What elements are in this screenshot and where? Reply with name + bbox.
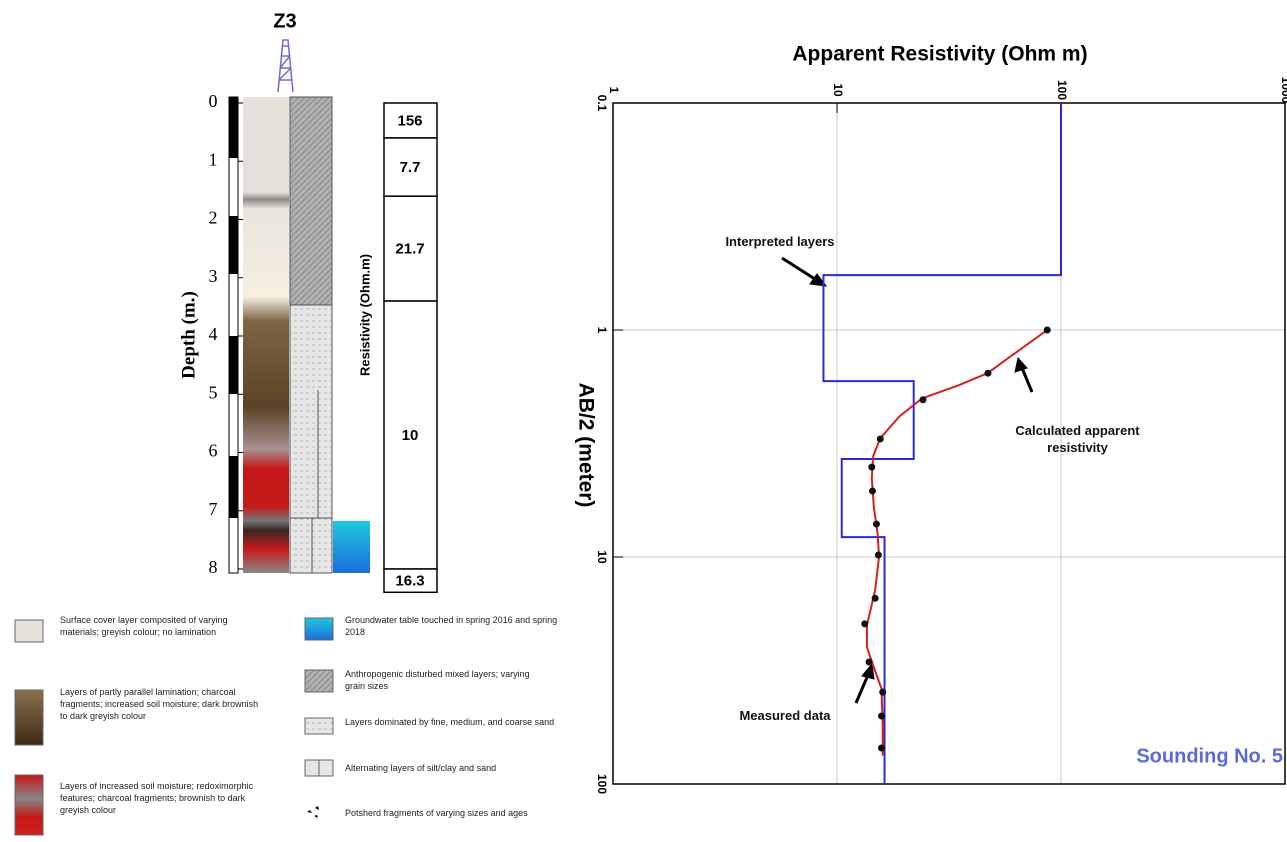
derrick-icon	[278, 40, 293, 92]
sounding-label: Sounding No. 5	[1136, 745, 1283, 767]
x-tick-label: 1	[607, 87, 621, 94]
depth-tick-label: 3	[209, 266, 218, 286]
depth-tick-label: 0	[209, 91, 218, 111]
borehole-title: Z3	[273, 10, 296, 32]
data-point	[861, 620, 868, 627]
annotation: Measured data	[705, 707, 865, 724]
data-point	[875, 552, 882, 559]
legend-text: Anthropogenic disturbed mixed layers; va…	[345, 668, 545, 692]
depth-tick-label: 7	[209, 499, 218, 519]
depth-tick-label: 6	[209, 441, 218, 461]
x-tick-label: 1000	[1279, 77, 1287, 104]
legend-text: Potsherd fragments of varying sizes and …	[345, 807, 545, 819]
depth-tick-label: 1	[209, 149, 218, 169]
y-tick-label: 0.1	[595, 95, 609, 112]
annotation: Calculated apparent resistivity	[985, 422, 1170, 456]
resistivity-label: Resistivity (Ohm.m)	[357, 254, 372, 376]
depth-tick-label: 5	[209, 382, 218, 402]
resistivity-value: 16.3	[395, 573, 424, 590]
y-tick-label: 10	[595, 550, 609, 564]
lithology-column	[243, 97, 289, 573]
depth-tick-label: 8	[209, 557, 218, 577]
arrows	[782, 258, 1032, 703]
data-point	[878, 744, 885, 751]
data-point	[984, 370, 991, 377]
legend-text: Groundwater table touched in spring 2016…	[345, 614, 565, 638]
data-point	[866, 658, 873, 665]
data-point	[878, 713, 885, 720]
y-axis-title: AB/2 (meter)	[574, 383, 597, 508]
data-point	[1044, 327, 1051, 334]
depth-label: Depth (m.)	[178, 291, 199, 379]
legend-text: Layers of partly parallel lamination; ch…	[60, 686, 260, 722]
data-point	[873, 521, 880, 528]
depth-bar	[229, 97, 238, 573]
groundwater-box	[333, 521, 370, 573]
data-point	[877, 435, 884, 442]
legend-text: Layers dominated by fine, medium, and co…	[345, 716, 575, 728]
resistivity-value: 10	[402, 427, 419, 444]
x-tick-label: 10	[831, 83, 845, 97]
resistivity-value: 7.7	[400, 159, 421, 176]
plot-frame	[613, 103, 1285, 784]
x-axis-title: Apparent Resistivity (Ohm m)	[792, 43, 1087, 66]
legend-text: Alternating layers of silt/clay and sand	[345, 762, 545, 774]
data-point	[872, 595, 879, 602]
y-tick-label: 100	[595, 774, 609, 794]
depth-tick-label: 4	[209, 324, 218, 344]
resistivity-value: 156	[397, 112, 422, 129]
data-point	[919, 396, 926, 403]
annotation: Interpreted layers	[700, 233, 860, 250]
resistivity-value: 21.7	[395, 241, 424, 258]
series-line	[867, 330, 1047, 756]
sediment-column	[290, 97, 332, 573]
legend-text: Surface cover layer composited of varyin…	[60, 614, 260, 638]
data-point	[879, 689, 886, 696]
data-point	[869, 488, 876, 495]
figure: Z3 Depth (m.) 0 1 2 3 4 5 6 7 8 Resistivity (Ohm.m)…	[0, 0, 1287, 842]
x-tick-label: 100	[1055, 80, 1069, 100]
depth-tick-label: 2	[209, 208, 218, 228]
data-point	[868, 464, 875, 471]
legend-text: Layers of increased soil moisture; redox…	[60, 780, 260, 816]
y-tick-label: 1	[595, 327, 609, 334]
